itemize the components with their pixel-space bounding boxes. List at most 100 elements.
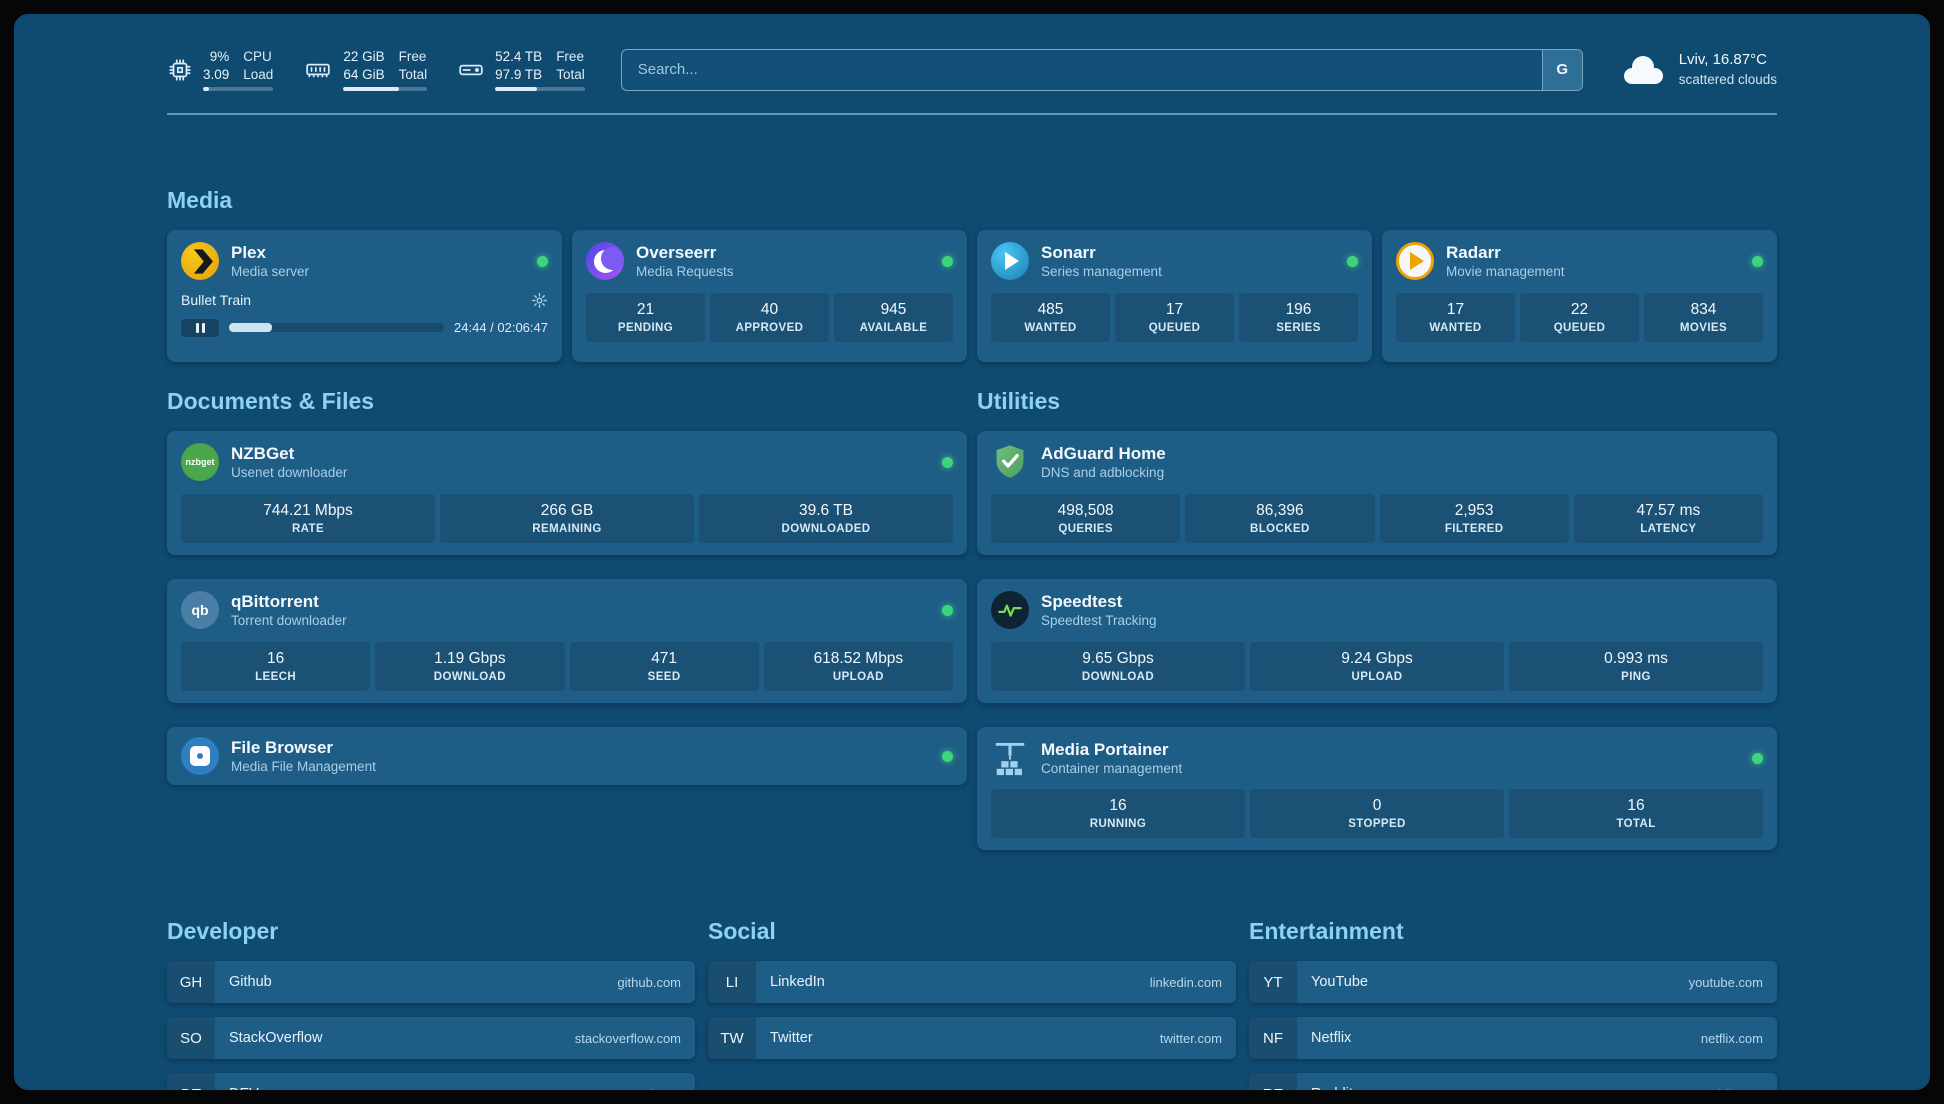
bookmark-url: stackoverflow.com <box>574 1030 681 1046</box>
entertainment-bookmarks: YT YouTube youtube.com NF Netflix netfli… <box>1249 961 1777 1090</box>
app-radarr[interactable]: Radarr Movie management <box>1396 242 1763 281</box>
bookmark-twitter[interactable]: TW Twitter twitter.com <box>708 1017 1236 1060</box>
bookmark-abbr: LI <box>708 961 756 1004</box>
bookmark-reddit[interactable]: RE Reddit reddit.com <box>1249 1073 1777 1090</box>
overseerr-icon <box>586 242 624 281</box>
stat-box: 16 RUNNING <box>991 789 1245 839</box>
adguard-card: AdGuard Home DNS and adblocking 498,508 … <box>977 431 1777 555</box>
bookmark-url: reddit.com <box>1702 1087 1763 1090</box>
app-speedtest[interactable]: Speedtest Speedtest Tracking <box>991 591 1763 630</box>
resource-monitors: 9% CPU 3.09 Load <box>167 48 585 92</box>
stat-value: 9.24 Gbps <box>1341 649 1413 667</box>
documents-cards: nzbget NZBGet Usenet downloader 744.21 M… <box>167 431 967 786</box>
stat-label: AVAILABLE <box>859 321 928 334</box>
stat-label: SEED <box>647 670 681 683</box>
app-name: Speedtest <box>1041 591 1123 611</box>
app-name: Plex <box>231 243 266 263</box>
stat-value: 196 <box>1285 300 1312 318</box>
stat-label: SERIES <box>1276 321 1321 334</box>
app-adguard[interactable]: AdGuard Home DNS and adblocking <box>991 443 1763 482</box>
cpu-label-1: CPU <box>243 49 272 64</box>
media-section-title: Media <box>167 187 233 214</box>
stat-box: 0.993 ms PING <box>1509 641 1763 691</box>
bookmark-url: linkedin.com <box>1149 974 1222 990</box>
bookmark-group-developer: Developer GH Github github.com SO StackO… <box>167 918 695 1090</box>
stat-box: 17 QUEUED <box>1115 292 1234 342</box>
cpu-readout: 9% CPU 3.09 Load <box>203 48 274 92</box>
qbittorrent-stats: 16 LEECH 1.19 Gbps DOWNLOAD 471 SEED <box>181 641 953 691</box>
sonarr-card: Sonarr Series management 485 WANTED 17 Q… <box>977 230 1372 363</box>
cpu-load-value: 3.09 <box>203 66 230 82</box>
developer-group-title: Developer <box>167 918 279 945</box>
plex-card: Plex Media server Bullet Train <box>167 230 562 363</box>
speedtest-stats: 9.65 Gbps DOWNLOAD 9.24 Gbps UPLOAD 0.99… <box>991 641 1763 691</box>
status-dot-online <box>1347 255 1358 267</box>
app-name: qBittorrent <box>231 591 319 611</box>
app-name: Media Portainer <box>1041 739 1169 759</box>
bookmark-url: dev.to <box>647 1087 681 1090</box>
stat-value: 744.21 Mbps <box>263 501 353 519</box>
app-desc: DNS and adblocking <box>1041 465 1165 481</box>
disk-total: 97.9 TB <box>495 66 543 82</box>
stat-value: 21 <box>636 300 655 318</box>
middle-columns: Documents & Files nzbget NZBGet Usenet d… <box>167 388 1777 851</box>
playback-progress-bar[interactable] <box>229 323 445 333</box>
app-overseerr[interactable]: Overseerr Media Requests <box>586 242 953 281</box>
cpu-icon <box>169 58 191 81</box>
stat-value: 9.65 Gbps <box>1082 649 1154 667</box>
filebrowser-text: File Browser Media File Management <box>231 737 376 776</box>
search-provider-button[interactable]: G <box>1541 49 1582 90</box>
topbar: 9% CPU 3.09 Load <box>167 48 1777 92</box>
disk-progress-bar <box>495 87 585 92</box>
bookmark-github[interactable]: GH Github github.com <box>167 961 695 1004</box>
radarr-text: Radarr Movie management <box>1446 242 1565 281</box>
section-documents: Documents & Files nzbget NZBGet Usenet d… <box>167 388 967 786</box>
cpu-progress-bar <box>203 87 274 92</box>
utilities-section-title: Utilities <box>977 388 1061 415</box>
bookmark-netflix[interactable]: NF Netflix netflix.com <box>1249 1017 1777 1060</box>
pause-button[interactable] <box>181 318 219 337</box>
stat-box: 9.24 Gbps UPLOAD <box>1250 641 1504 691</box>
bookmark-stackoverflow[interactable]: SO StackOverflow stackoverflow.com <box>167 1017 695 1060</box>
adguard-shield-icon <box>991 443 1029 481</box>
stat-value: 86,396 <box>1256 501 1304 519</box>
app-desc: Speedtest Tracking <box>1041 613 1157 629</box>
stat-label: REMAINING <box>532 522 602 535</box>
stat-box: 39.6 TB DOWNLOADED <box>699 493 953 543</box>
stat-box: 834 MOVIES <box>1644 292 1763 342</box>
stat-box: 744.21 Mbps RATE <box>181 493 435 543</box>
app-sonarr[interactable]: Sonarr Series management <box>991 242 1358 281</box>
speedtest-text: Speedtest Speedtest Tracking <box>1041 591 1157 630</box>
bookmark-linkedin[interactable]: LI LinkedIn linkedin.com <box>708 961 1236 1004</box>
app-nzbget[interactable]: nzbget NZBGet Usenet downloader <box>181 443 953 482</box>
bookmark-name: Twitter <box>770 1030 813 1047</box>
stat-value: 2,953 <box>1454 501 1494 519</box>
sonarr-icon <box>991 242 1029 281</box>
stat-label: UPLOAD <box>1351 670 1403 683</box>
app-portainer[interactable]: Media Portainer Container management <box>991 739 1763 778</box>
portainer-card: Media Portainer Container management 16 … <box>977 726 1777 851</box>
app-name: Radarr <box>1446 243 1501 263</box>
disk-free: 52.4 TB <box>495 49 543 64</box>
stat-value: 17 <box>1446 300 1465 318</box>
stat-label: BLOCKED <box>1250 522 1310 535</box>
bookmark-youtube[interactable]: YT YouTube youtube.com <box>1249 961 1777 1004</box>
search-input[interactable] <box>621 49 1542 90</box>
plex-text: Plex Media server <box>231 242 309 281</box>
media-grid: Plex Media server Bullet Train <box>167 230 1777 363</box>
stat-value: 266 GB <box>540 501 594 519</box>
bookmark-dev[interactable]: DT DEV dev.to <box>167 1073 695 1090</box>
gear-icon[interactable] <box>531 292 548 309</box>
app-desc: Torrent downloader <box>231 613 347 629</box>
bookmark-abbr: TW <box>708 1017 756 1060</box>
app-plex[interactable]: Plex Media server <box>181 242 548 281</box>
portainer-stats: 16 RUNNING 0 STOPPED 16 TOTAL <box>991 789 1763 839</box>
app-filebrowser[interactable]: File Browser Media File Management <box>181 737 953 776</box>
app-qbittorrent[interactable]: qb qBittorrent Torrent downloader <box>181 591 953 630</box>
app-desc: Usenet downloader <box>231 465 348 481</box>
memory-total: 64 GiB <box>343 66 385 82</box>
section-media: Media Plex Media server Bullet Train <box>167 187 1777 363</box>
nzbget-stats: 744.21 Mbps RATE 266 GB REMAINING 39.6 T… <box>181 493 953 543</box>
memory-widget: 22 GiB Free 64 GiB Total <box>303 48 428 92</box>
memory-readout: 22 GiB Free 64 GiB Total <box>343 48 428 92</box>
